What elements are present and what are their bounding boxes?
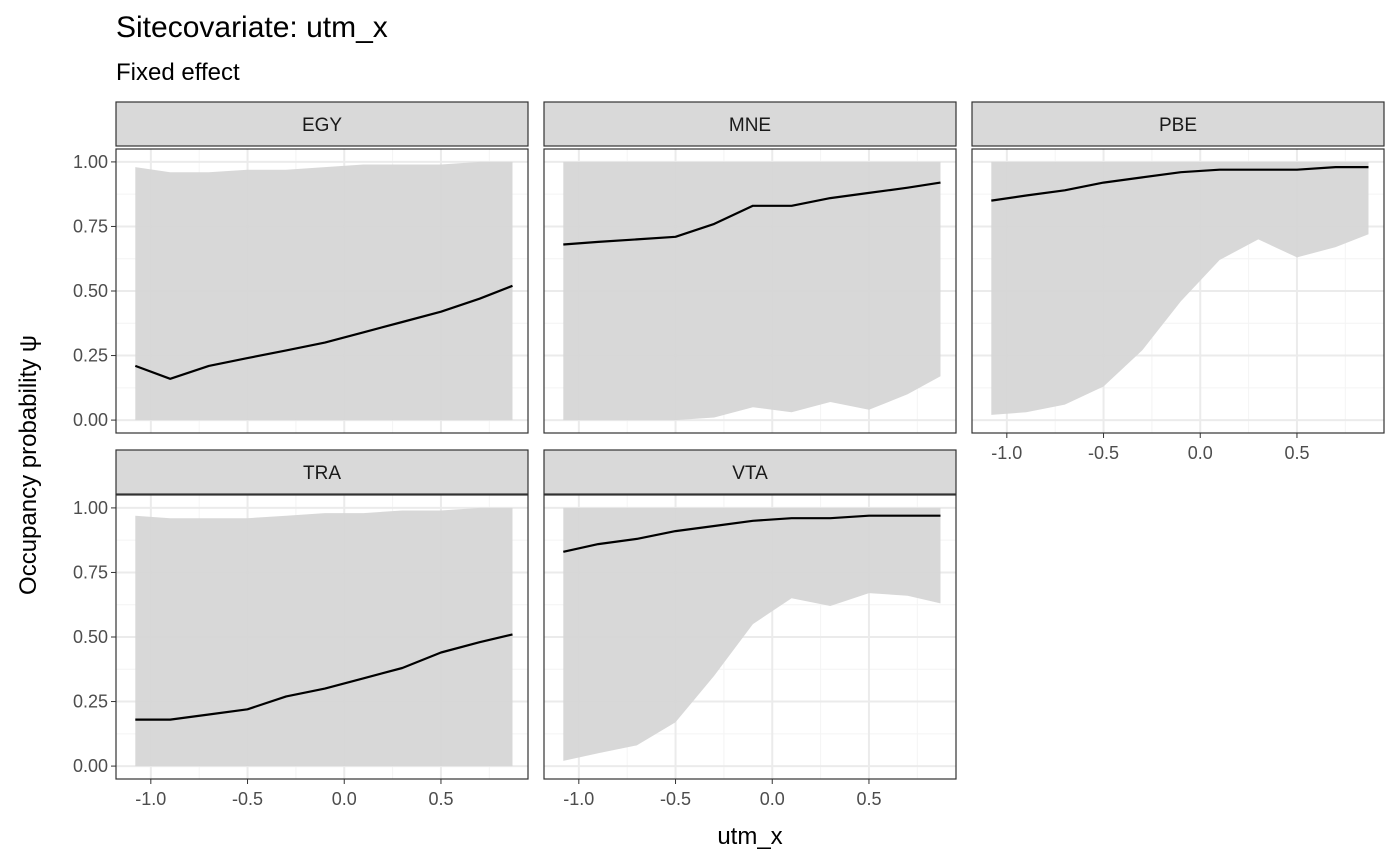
x-tick-label: -0.5 <box>232 789 263 809</box>
facet-panel-mne: MNE <box>543 101 957 434</box>
y-tick-label: 0.00 <box>73 410 108 430</box>
facet-strip <box>115 449 529 495</box>
x-tick-label: 0.5 <box>1284 443 1309 463</box>
mean-occupancy-line <box>135 633 513 721</box>
x-tick-label: 0.5 <box>856 789 881 809</box>
facet-strip-label: PBE <box>1159 115 1197 136</box>
y-tick-label: 0.25 <box>73 692 108 712</box>
panel-border <box>543 494 957 780</box>
x-tick-label: 0.0 <box>1188 443 1213 463</box>
x-tick-label: 0.0 <box>332 789 357 809</box>
x-tick-label: 0.0 <box>760 789 785 809</box>
credible-interval-ribbon <box>135 161 513 421</box>
chart-subtitle: Fixed effect <box>116 59 240 86</box>
facet-strip-label: MNE <box>729 115 771 136</box>
x-tick-label: -1.0 <box>563 789 594 809</box>
credible-interval-ribbon <box>563 161 941 421</box>
y-tick-label: 0.50 <box>73 281 108 301</box>
credible-interval-ribbon <box>563 507 941 761</box>
facet-strip-label: VTA <box>732 463 768 484</box>
y-tick-label: 0.25 <box>73 346 108 366</box>
chart-title: Sitecovariate: utm_x <box>116 11 388 44</box>
y-tick-label: 1.00 <box>73 498 108 518</box>
facet-strip <box>543 101 957 147</box>
facet-strip-label: EGY <box>302 115 342 136</box>
panel-border <box>543 148 957 434</box>
facet-panel-vta: VTA -1.0 -0.5 0.0 0.5 <box>543 449 957 809</box>
y-tick-label: 1.00 <box>73 152 108 172</box>
x-axis-title: utm_x <box>717 823 782 850</box>
credible-interval-ribbon <box>991 161 1369 415</box>
x-tick-label: 0.5 <box>428 789 453 809</box>
facet-strip <box>115 101 529 147</box>
x-tick-label: -1.0 <box>991 443 1022 463</box>
facet-panel-egy: EGY 0.00 0.25 0.50 0.75 1.00 <box>73 101 529 434</box>
facet-strip-label: TRA <box>303 463 341 484</box>
y-axis-title: Occupancy probability ψ <box>15 335 42 595</box>
credible-interval-ribbon <box>135 507 513 767</box>
x-tick-label: -1.0 <box>135 789 166 809</box>
facet-strip <box>543 449 957 495</box>
mean-occupancy-line <box>563 181 941 246</box>
y-tick-label: 0.50 <box>73 627 108 647</box>
mean-occupancy-line <box>991 166 1369 202</box>
y-tick-label: 0.75 <box>73 562 108 582</box>
y-tick-label: 0.75 <box>73 216 108 236</box>
facet-strip <box>971 101 1385 147</box>
x-tick-label: -0.5 <box>660 789 691 809</box>
facet-panel-pbe: PBE -1.0 -0.5 0.0 0.5 <box>971 101 1385 463</box>
mean-occupancy-line <box>563 514 941 553</box>
mean-occupancy-line <box>134 284 513 380</box>
y-tick-label: 0.00 <box>73 756 108 776</box>
facet-panel-tra: TRA 0.00 0.25 0.50 0.75 1.00 -1.0 -0.5 0.0 0.5 <box>73 449 529 809</box>
panel-border <box>971 148 1385 434</box>
x-tick-label: -0.5 <box>1088 443 1119 463</box>
